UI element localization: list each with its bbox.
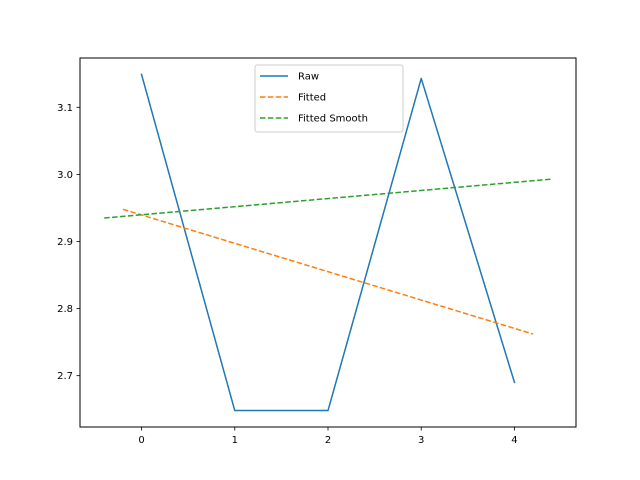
legend-label: Fitted Smooth [298, 114, 368, 125]
x-tick-label: 1 [232, 435, 238, 446]
legend-box [254, 64, 404, 133]
y-tick-label: 2.9 [57, 237, 73, 248]
legend: Raw Fitted Fitted Smooth [254, 64, 404, 133]
x-tick-label: 0 [138, 435, 144, 446]
y-tick-label: 2.8 [57, 304, 73, 315]
series-line-raw [140, 73, 516, 412]
legend-label: Raw [298, 72, 319, 83]
x-tick-label: 2 [325, 435, 331, 446]
series-layer [104, 73, 552, 412]
y-tick-label: 3.0 [57, 170, 73, 181]
x-tick-label: 3 [418, 435, 424, 446]
legend-label: Fitted [298, 93, 326, 104]
x-tick-label: 4 [511, 435, 517, 446]
x-axis: 0 1 2 3 4 [138, 427, 518, 446]
series-line-fitted [122, 208, 534, 335]
y-tick-label: 2.7 [57, 371, 73, 382]
y-tick-label: 3.1 [57, 103, 73, 114]
y-axis: 2.7 2.8 2.9 3.0 3.1 [57, 103, 80, 382]
series-line-fitted-smooth [104, 178, 552, 219]
